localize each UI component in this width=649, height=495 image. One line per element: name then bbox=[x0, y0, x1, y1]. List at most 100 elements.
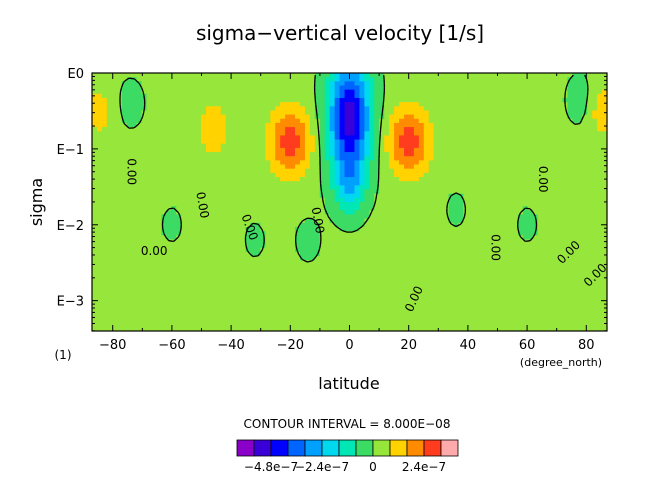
heatmap-cell bbox=[186, 231, 192, 236]
heatmap-cell bbox=[146, 168, 153, 174]
heatmap-cell bbox=[240, 222, 247, 228]
heatmap-cell bbox=[572, 152, 578, 157]
heatmap-cell bbox=[250, 110, 257, 116]
heatmap-cell bbox=[309, 210, 316, 216]
heatmap-cell bbox=[488, 106, 494, 112]
heatmap-cell bbox=[547, 222, 554, 228]
heatmap-cell bbox=[507, 260, 514, 266]
heatmap-cell bbox=[200, 251, 207, 257]
heatmap-cell bbox=[156, 114, 162, 120]
heatmap-cell bbox=[493, 264, 499, 270]
heatmap-cell bbox=[512, 218, 519, 224]
heatmap-cell bbox=[374, 168, 380, 174]
plot-area: 0.000.000.000.00 0.000.000.000.000.000.00 bbox=[92, 73, 607, 331]
heatmap-cell bbox=[205, 81, 212, 87]
heatmap-cell bbox=[379, 214, 385, 220]
heatmap-cell bbox=[478, 251, 484, 257]
heatmap-cell bbox=[225, 247, 232, 253]
heatmap-cell bbox=[106, 93, 113, 99]
heatmap-cell bbox=[498, 268, 504, 274]
heatmap-cell bbox=[240, 131, 247, 137]
heatmap-cell bbox=[483, 127, 489, 132]
heatmap-cell bbox=[314, 264, 321, 270]
heatmap-cell bbox=[403, 127, 410, 132]
heatmap-cell bbox=[597, 102, 603, 107]
heatmap-cell bbox=[428, 156, 435, 161]
heatmap-cell bbox=[394, 189, 400, 195]
heatmap-cell bbox=[171, 97, 177, 103]
heatmap-cell bbox=[423, 97, 430, 103]
heatmap-cell bbox=[453, 239, 460, 245]
heatmap-cell bbox=[537, 226, 544, 232]
heatmap-cell bbox=[121, 118, 128, 124]
heatmap-cell bbox=[339, 122, 346, 128]
heatmap-cell bbox=[304, 218, 311, 224]
heatmap-cell bbox=[527, 222, 534, 228]
heatmap-cell bbox=[587, 264, 593, 270]
heatmap-cell bbox=[324, 143, 331, 149]
heatmap-cell bbox=[359, 164, 365, 170]
heatmap-cell bbox=[408, 210, 415, 216]
heatmap-cell bbox=[329, 185, 336, 191]
heatmap-cell bbox=[503, 197, 509, 203]
heatmap-cell bbox=[304, 139, 311, 145]
heatmap-cell bbox=[507, 122, 514, 128]
heatmap-cell bbox=[210, 168, 217, 174]
heatmap-cell bbox=[359, 214, 365, 220]
heatmap-cell bbox=[156, 210, 162, 216]
heatmap-cell bbox=[408, 239, 415, 245]
heatmap-cell bbox=[473, 152, 479, 157]
heatmap-cell bbox=[116, 122, 123, 128]
heatmap-cell bbox=[403, 156, 410, 161]
heatmap-cell bbox=[295, 268, 301, 274]
heatmap-cell bbox=[225, 135, 232, 141]
heatmap-cell bbox=[275, 110, 281, 116]
heatmap-cell bbox=[166, 85, 172, 91]
heatmap-cell bbox=[186, 251, 192, 257]
heatmap-cell bbox=[329, 181, 336, 186]
heatmap-cell bbox=[96, 202, 103, 207]
heatmap-cell bbox=[498, 73, 504, 78]
heatmap-cell bbox=[250, 135, 257, 141]
heatmap-cell bbox=[418, 210, 425, 216]
heatmap-cell bbox=[186, 222, 192, 228]
heatmap-cell bbox=[181, 81, 187, 87]
heatmap-cell bbox=[111, 135, 118, 141]
heatmap-cell bbox=[126, 185, 133, 191]
heatmap-cell bbox=[181, 214, 187, 220]
heatmap-cell bbox=[275, 218, 281, 224]
heatmap-cell bbox=[379, 260, 385, 266]
heatmap-cell bbox=[255, 73, 261, 78]
heatmap-cell bbox=[438, 247, 445, 253]
heatmap-cell bbox=[602, 118, 607, 124]
heatmap-cell bbox=[156, 226, 162, 232]
heatmap-cell bbox=[136, 106, 143, 112]
heatmap-cell bbox=[547, 147, 554, 153]
heatmap-cell bbox=[408, 97, 415, 103]
heatmap-cell bbox=[394, 243, 400, 249]
heatmap-cell bbox=[488, 214, 494, 220]
heatmap-cell bbox=[235, 97, 242, 103]
heatmap-cell bbox=[507, 73, 514, 78]
heatmap-cell bbox=[260, 189, 266, 195]
heatmap-cell bbox=[597, 239, 603, 245]
heatmap-cell bbox=[369, 247, 375, 253]
heatmap-cell bbox=[522, 127, 529, 132]
heatmap-cell bbox=[438, 152, 445, 157]
heatmap-cell bbox=[458, 127, 464, 132]
heatmap-cell bbox=[468, 143, 474, 149]
heatmap-cell bbox=[240, 93, 247, 99]
heatmap-cell bbox=[324, 210, 331, 216]
heatmap-cell bbox=[359, 189, 365, 195]
heatmap-cell bbox=[468, 164, 474, 170]
heatmap-cell bbox=[285, 214, 291, 220]
heatmap-cell bbox=[270, 97, 276, 103]
heatmap-cell bbox=[547, 135, 554, 141]
heatmap-cell bbox=[220, 139, 227, 145]
heatmap-cell bbox=[250, 147, 257, 153]
heatmap-cell bbox=[507, 131, 514, 137]
heatmap-cell bbox=[418, 85, 425, 91]
heatmap-cell bbox=[423, 172, 430, 178]
heatmap-cell bbox=[191, 206, 197, 211]
heatmap-cell bbox=[547, 260, 554, 266]
